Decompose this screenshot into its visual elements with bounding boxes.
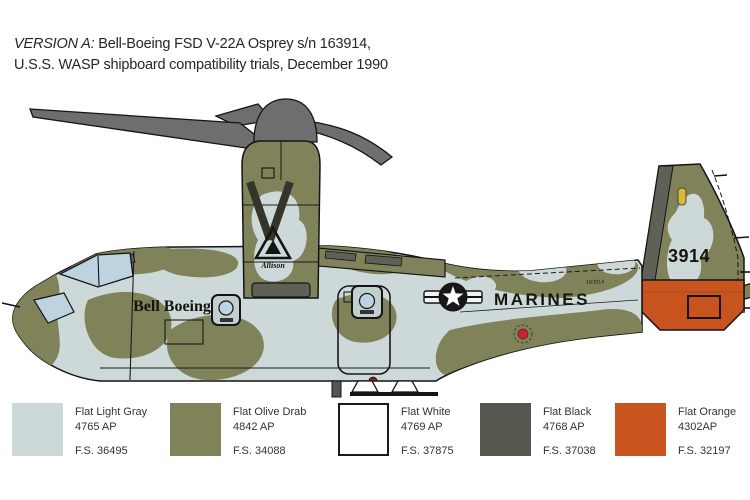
paint-code: 4768 AP [543, 420, 585, 433]
paint-labels: Flat Black 4768 AP F.S. 37038 [543, 403, 596, 459]
paint-swatch [615, 403, 666, 456]
paint-name: Flat Orange [678, 406, 737, 418]
porthole-windows [211, 285, 383, 326]
paint-labels: Flat Orange 4302AP F.S. 32197 [678, 403, 736, 459]
paint-swatch [12, 403, 63, 456]
rotor-blades [29, 98, 394, 166]
caption-line-1: VERSION A: Bell-Boeing FSD V-22A Osprey … [14, 34, 574, 55]
national-insignia [423, 282, 483, 312]
tail-fin: 3914 [635, 163, 750, 313]
allison-logo: Allison [253, 225, 293, 270]
caption-line-1-rest: Bell-Boeing FSD V-22A Osprey s/n 163914, [94, 36, 371, 52]
allison-logo-text: Allison [260, 261, 285, 270]
palette-item: Flat Olive Drab 4842 AP F.S. 34088 [170, 403, 306, 459]
paint-name: Flat White [401, 406, 451, 418]
tail-number-marking: 3914 [668, 246, 710, 266]
paint-fs-code: F.S. 34088 [233, 444, 286, 457]
caption-title: VERSION A: Bell-Boeing FSD V-22A Osprey … [14, 34, 574, 76]
paint-fs-code: F.S. 36495 [75, 444, 128, 457]
version-label: VERSION A: [14, 36, 95, 52]
paint-labels: Flat White 4769 AP F.S. 37875 [401, 403, 454, 459]
red-service-marking [513, 324, 533, 344]
paint-swatch [170, 403, 221, 456]
paint-code: 4769 AP [401, 420, 443, 433]
paint-code: 4842 AP [233, 420, 275, 433]
nacelle-exhaust [251, 282, 311, 298]
caption-line-2: U.S.S. WASP shipboard compatibility tria… [14, 57, 388, 74]
paint-code: 4765 AP [75, 420, 117, 433]
paint-fs-code: F.S. 37038 [543, 444, 596, 457]
palette-item: Flat White 4769 AP F.S. 37875 [338, 403, 454, 459]
fuselage: Bell Boeing MARINES 163914 [1, 245, 643, 382]
paint-fs-code: F.S. 37875 [401, 444, 454, 457]
fin-yellow-marking [677, 187, 687, 206]
paint-fs-code: F.S. 32197 [678, 444, 731, 457]
rotor-hub-dome [253, 98, 318, 143]
paint-swatch [338, 403, 389, 456]
paint-name: Flat Black [543, 406, 592, 418]
serial-small-marking: 163914 [586, 279, 605, 286]
paint-swatch [480, 403, 531, 456]
cockpit-windows [33, 252, 136, 324]
engine-nacelle: Allison [241, 140, 321, 299]
palette-item: Flat Light Gray 4765 AP F.S. 36495 [12, 403, 147, 459]
refueling-probe [1, 302, 21, 308]
palette-item: Flat Orange 4302AP F.S. 32197 [615, 403, 736, 459]
landing-gear [331, 376, 438, 398]
paint-name: Flat Olive Drab [233, 406, 307, 418]
paint-labels: Flat Light Gray 4765 AP F.S. 36495 [75, 403, 147, 459]
paint-labels: Flat Olive Drab 4842 AP F.S. 34088 [233, 403, 306, 459]
bell-boeing-marking: Bell Boeing [133, 298, 211, 315]
marines-marking: MARINES [494, 290, 590, 309]
palette-item: Flat Black 4768 AP F.S. 37038 [480, 403, 596, 459]
paint-name: Flat Light Gray [75, 406, 148, 418]
paint-code: 4302AP [678, 420, 718, 433]
